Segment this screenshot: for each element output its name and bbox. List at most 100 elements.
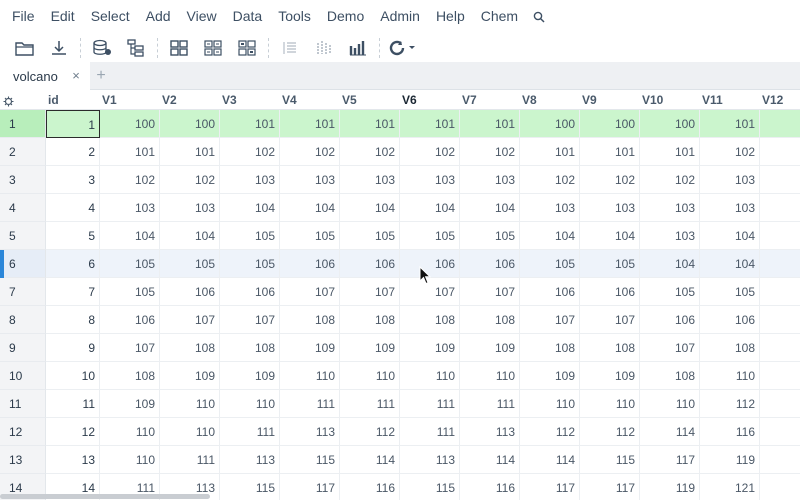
- table-cell[interactable]: 104: [340, 194, 400, 222]
- table-cell[interactable]: 106: [700, 306, 760, 334]
- table-cell[interactable]: 121: [700, 474, 760, 500]
- table-cell[interactable]: 101: [280, 110, 340, 138]
- table-cell[interactable]: 102: [580, 166, 640, 194]
- table-cell[interactable]: 117: [520, 474, 580, 500]
- table-cell[interactable]: 114: [340, 446, 400, 474]
- table-cell[interactable]: 111: [400, 390, 460, 418]
- table-cell[interactable]: 117: [640, 446, 700, 474]
- table-cell[interactable]: 100: [580, 110, 640, 138]
- grid-view-icon[interactable]: [162, 35, 196, 61]
- table-cell[interactable]: 11: [760, 390, 800, 418]
- table-cell[interactable]: 104: [100, 222, 160, 250]
- table-cell[interactable]: 109: [580, 362, 640, 390]
- table-cell[interactable]: 103: [520, 194, 580, 222]
- menu-admin[interactable]: Admin: [380, 8, 420, 24]
- table-cell[interactable]: 109: [160, 362, 220, 390]
- menu-select[interactable]: Select: [90, 8, 130, 24]
- table-cell[interactable]: 100: [520, 110, 580, 138]
- table-cell[interactable]: 106: [400, 250, 460, 278]
- table-cell[interactable]: 116: [700, 418, 760, 446]
- table-row[interactable]: 131311011111311511411311411411511711912: [0, 446, 800, 474]
- column-header-v6[interactable]: V6: [402, 93, 417, 107]
- table-cell[interactable]: 7: [46, 278, 100, 306]
- table-cell[interactable]: 13: [46, 446, 100, 474]
- table-cell[interactable]: 104: [460, 194, 520, 222]
- table-cell[interactable]: 111: [400, 418, 460, 446]
- table-cell[interactable]: 107: [340, 278, 400, 306]
- row-number[interactable]: 9: [0, 334, 46, 362]
- table-cell[interactable]: 104: [700, 222, 760, 250]
- table-cell[interactable]: 110: [280, 362, 340, 390]
- table-cell[interactable]: 105: [160, 250, 220, 278]
- table-cell[interactable]: 100: [640, 110, 700, 138]
- table-row[interactable]: 8810610710710810810810810710710610610: [0, 306, 800, 334]
- database-icon[interactable]: [85, 35, 119, 61]
- table-view-icon[interactable]: [196, 35, 230, 61]
- table-cell[interactable]: 101: [160, 138, 220, 166]
- table-cell[interactable]: 117: [280, 474, 340, 500]
- table-cell[interactable]: 106: [520, 278, 580, 306]
- menu-help[interactable]: Help: [435, 8, 465, 24]
- table-cell[interactable]: 112: [340, 418, 400, 446]
- table-row[interactable]: 7710510610610710710710710610610510510: [0, 278, 800, 306]
- column-header-id[interactable]: id: [48, 93, 59, 107]
- table-cell[interactable]: 107: [280, 278, 340, 306]
- table-row[interactable]: 121211011011111311211111311211211411611: [0, 418, 800, 446]
- table-row[interactable]: 6610510510510610610610610510510410410: [0, 250, 800, 278]
- table-cell[interactable]: 11: [760, 418, 800, 446]
- table-cell[interactable]: 10: [760, 334, 800, 362]
- table-cell[interactable]: 106: [580, 278, 640, 306]
- table-cell[interactable]: 10: [760, 194, 800, 222]
- table-cell[interactable]: 107: [100, 334, 160, 362]
- table-cell[interactable]: 10: [760, 138, 800, 166]
- table-cell[interactable]: 105: [400, 222, 460, 250]
- table-cell[interactable]: 111: [160, 446, 220, 474]
- table-cell[interactable]: 109: [220, 362, 280, 390]
- table-cell[interactable]: 108: [700, 334, 760, 362]
- table-cell[interactable]: 111: [460, 390, 520, 418]
- table-cell[interactable]: 106: [100, 306, 160, 334]
- table-row[interactable]: 3310210210310310310310310210210210310: [0, 166, 800, 194]
- table-cell[interactable]: 103: [220, 166, 280, 194]
- table-cell[interactable]: 108: [460, 306, 520, 334]
- table-cell[interactable]: 101: [520, 138, 580, 166]
- table-cell[interactable]: 12: [46, 418, 100, 446]
- table-cell[interactable]: 103: [100, 194, 160, 222]
- table-cell[interactable]: 102: [520, 166, 580, 194]
- table-cell[interactable]: 2: [46, 138, 100, 166]
- data-grid[interactable]: id V1 V2 V3 V4 V5 V6 V7 V8 V9 V10 V11 V12 1 1 100 100 10…: [0, 90, 800, 500]
- column-header-v7[interactable]: V7: [462, 93, 477, 107]
- table-cell[interactable]: 109: [340, 334, 400, 362]
- column-header-v11[interactable]: V11: [702, 93, 723, 107]
- table-cell[interactable]: 12: [760, 446, 800, 474]
- menu-view[interactable]: View: [186, 8, 217, 24]
- table-cell[interactable]: 105: [700, 278, 760, 306]
- table-cell[interactable]: 108: [160, 334, 220, 362]
- column-header-v5[interactable]: V5: [342, 93, 357, 107]
- table-cell[interactable]: 103: [640, 194, 700, 222]
- menu-tools[interactable]: Tools: [278, 8, 311, 24]
- column-header-v9[interactable]: V9: [582, 93, 597, 107]
- row-number[interactable]: 10: [0, 362, 46, 390]
- table-cell[interactable]: 103: [400, 166, 460, 194]
- table-cell[interactable]: 115: [400, 474, 460, 500]
- row-number[interactable]: 12: [0, 418, 46, 446]
- column-header-v4[interactable]: V4: [282, 93, 297, 107]
- table-cell[interactable]: 114: [520, 446, 580, 474]
- table-cell[interactable]: 115: [220, 474, 280, 500]
- table-cell[interactable]: 108: [400, 306, 460, 334]
- table-cell[interactable]: 110: [160, 418, 220, 446]
- table-cell[interactable]: 107: [460, 278, 520, 306]
- table-cell[interactable]: 104: [220, 194, 280, 222]
- table-cell[interactable]: 103: [580, 194, 640, 222]
- table-cell[interactable]: 110: [580, 390, 640, 418]
- table-row[interactable]: 1110010010110110110110110010010010110: [0, 110, 800, 138]
- table-cell[interactable]: 108: [580, 334, 640, 362]
- table-cell[interactable]: 10: [760, 222, 800, 250]
- table-cell[interactable]: 106: [340, 250, 400, 278]
- column-header-v3[interactable]: V3: [222, 93, 237, 107]
- table-cell[interactable]: 103: [700, 194, 760, 222]
- table-cell[interactable]: 105: [100, 278, 160, 306]
- table-cell[interactable]: 105: [460, 222, 520, 250]
